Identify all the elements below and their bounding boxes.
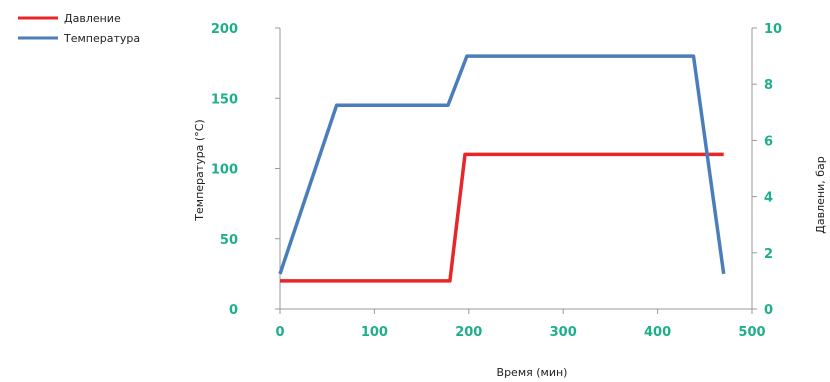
y-right-tick-label: 6 [764, 134, 773, 149]
x-tick-label: 400 [644, 325, 671, 340]
x-tick-label: 500 [738, 325, 765, 340]
y-left-tick-label: 100 [211, 163, 238, 178]
x-tick-label: 0 [275, 325, 284, 340]
x-tick-label: 300 [550, 325, 577, 340]
y-left-tick-label: 50 [220, 233, 238, 248]
legend-temperature-label: Температура [63, 32, 140, 45]
y-left-tick-label: 0 [229, 303, 238, 318]
y-left-tick-label: 200 [211, 22, 238, 37]
y-right-tick-label: 2 [764, 247, 773, 262]
y-right-tick-label: 0 [764, 303, 773, 318]
legend: Давление Температура [18, 12, 140, 45]
series-line-pressure [280, 152, 724, 283]
y-right-axis-title: Давлени, бар [814, 156, 827, 233]
y-right-tick-label: 8 [764, 78, 773, 93]
plot-area [278, 54, 726, 283]
x-tick-label: 100 [361, 325, 388, 340]
y-right-tick-label: 4 [764, 191, 773, 206]
x-tick-label: 200 [455, 325, 482, 340]
legend-pressure-label: Давление [64, 12, 121, 25]
axes [275, 27, 757, 314]
y-left-tick-label: 150 [211, 92, 238, 107]
y-right-tick-label: 10 [764, 22, 782, 37]
x-axis-title: Время (мин) [497, 366, 568, 379]
y-left-axis-title: Температура (°C) [193, 119, 206, 221]
series-line-temperature [278, 54, 726, 275]
